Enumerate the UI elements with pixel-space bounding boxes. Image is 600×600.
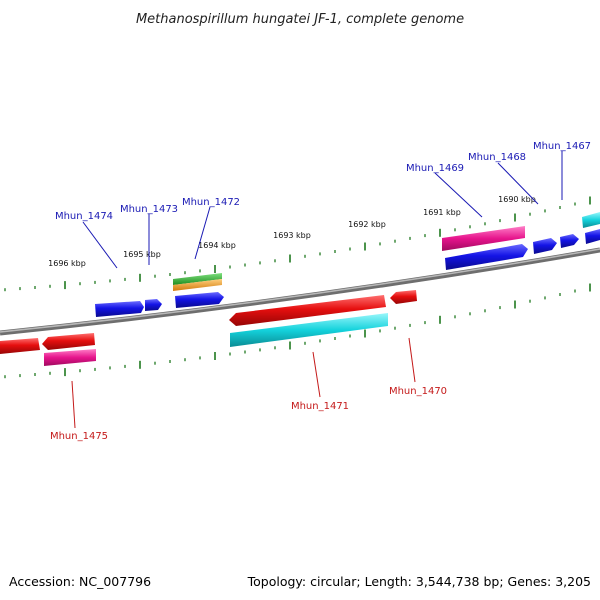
forward-arrow-icon [95,301,144,317]
feature-magenta [442,226,525,251]
kbp-label-1691: 1691 kbp [423,208,461,217]
gene-labels: Mhun_1474 Mhun_1473 Mhun_1472 Mhun_1469 … [50,141,591,442]
reverse-arrow-icon [0,338,40,354]
forward-arrow-icon [585,229,600,244]
kbp-label-1695: 1695 kbp [123,250,161,259]
feature-green [173,273,222,285]
gene-label-mhun-1469[interactable]: Mhun_1469 [406,163,464,174]
forward-arrow-icon [175,292,224,308]
callout-lines [71,151,563,429]
feature-cyan [582,212,600,228]
chromosome-backbone [0,247,600,336]
gene-label-mhun-1474[interactable]: Mhun_1474 [55,211,113,222]
upper-tick-ruler [4,196,591,292]
gene-label-mhun-1468[interactable]: Mhun_1468 [468,152,526,163]
forward-arrow-icon [560,234,579,248]
map-title: Methanospirillum hungatei JF-1, complete… [136,12,464,27]
kbp-labels: 1696 kbp 1695 kbp 1694 kbp 1693 kbp 1692… [48,195,536,268]
forward-arrow-icon [533,238,557,254]
accession-text: Accession: NC_007796 [9,574,151,589]
reverse-arrow-icon [390,290,417,304]
forward-arrow-icon [445,244,528,270]
gene-label-mhun-1472[interactable]: Mhun_1472 [182,197,240,208]
gene-label-mhun-1475[interactable]: Mhun_1475 [50,431,108,442]
kbp-label-1690: 1690 kbp [498,195,536,204]
feature-cyan [230,313,388,347]
feature-orange [173,279,222,291]
kbp-label-1696: 1696 kbp [48,259,86,268]
gene-label-mhun-1473[interactable]: Mhun_1473 [120,204,178,215]
gene-label-mhun-1467[interactable]: Mhun_1467 [533,141,591,152]
lower-tick-ruler [4,283,591,379]
gene-label-mhun-1471[interactable]: Mhun_1471 [291,401,349,412]
kbp-label-1694: 1694 kbp [198,241,236,250]
gene-label-mhun-1470[interactable]: Mhun_1470 [389,386,447,397]
genome-summary-text: Topology: circular; Length: 3,544,738 bp… [247,574,591,589]
kbp-label-1693: 1693 kbp [273,231,311,240]
feature-magenta [44,349,96,366]
forward-arrow-icon [145,299,162,311]
reverse-strand-features [0,290,417,366]
forward-strand-features [95,212,600,317]
reverse-arrow-icon [229,295,386,326]
reverse-arrow-icon [42,333,95,350]
kbp-label-1692: 1692 kbp [348,220,386,229]
